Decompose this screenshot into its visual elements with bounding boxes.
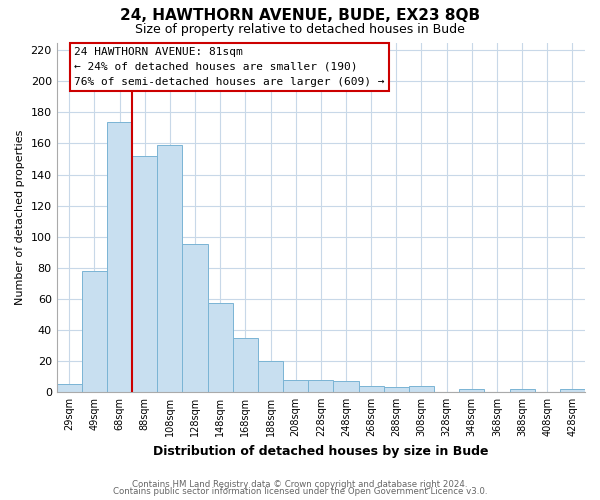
Text: Contains HM Land Registry data © Crown copyright and database right 2024.: Contains HM Land Registry data © Crown c… [132,480,468,489]
Bar [384,388,409,392]
Bar [132,156,157,392]
Bar [334,381,359,392]
Bar [82,271,107,392]
Bar [157,145,182,392]
Bar [409,386,434,392]
Bar [359,386,384,392]
Text: Size of property relative to detached houses in Bude: Size of property relative to detached ho… [135,22,465,36]
Bar [56,384,82,392]
Y-axis label: Number of detached properties: Number of detached properties [15,130,25,305]
Bar [283,380,308,392]
Bar [308,380,334,392]
Bar [208,304,233,392]
Text: 24 HAWTHORN AVENUE: 81sqm
← 24% of detached houses are smaller (190)
76% of semi: 24 HAWTHORN AVENUE: 81sqm ← 24% of detac… [74,47,385,87]
Bar [459,389,484,392]
Bar [107,122,132,392]
Bar [233,338,258,392]
Text: Contains public sector information licensed under the Open Government Licence v3: Contains public sector information licen… [113,487,487,496]
X-axis label: Distribution of detached houses by size in Bude: Distribution of detached houses by size … [153,444,488,458]
Bar [258,361,283,392]
Text: 24, HAWTHORN AVENUE, BUDE, EX23 8QB: 24, HAWTHORN AVENUE, BUDE, EX23 8QB [120,8,480,22]
Bar [509,389,535,392]
Bar [560,389,585,392]
Bar [182,244,208,392]
